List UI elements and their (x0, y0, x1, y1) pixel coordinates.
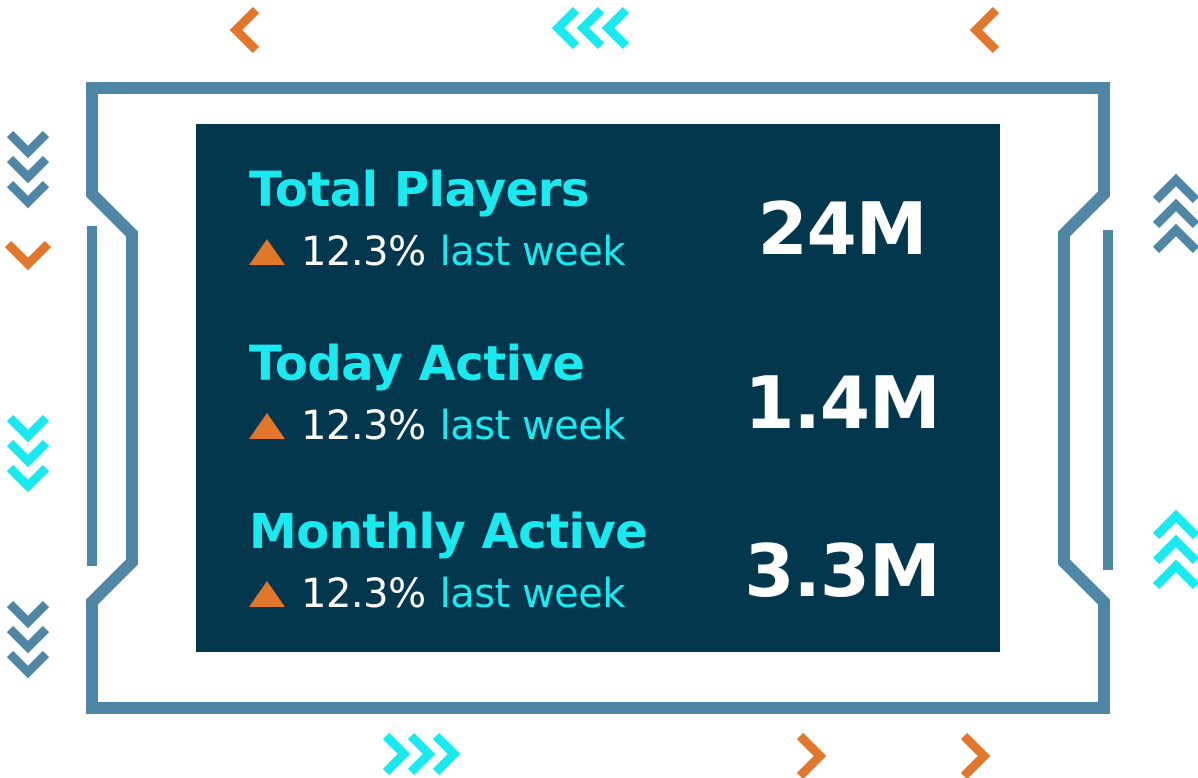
chevron-right-icon (960, 732, 991, 778)
stat-today-active: Today Active 12.3% last week 1.4M (196, 334, 1000, 484)
stat-value: 3.3M (744, 529, 940, 613)
chevron-down-icon (4, 240, 52, 271)
chevron-right-icon (796, 732, 827, 778)
stat-change-percent: 12.3% (301, 403, 426, 449)
triangle-up-icon (249, 239, 285, 265)
stat-change: 12.3% last week (249, 226, 626, 278)
triple-chevron-right-icon (382, 732, 461, 776)
stat-value: 1.4M (744, 361, 940, 445)
stat-monthly-active: Monthly Active 12.3% last week 3.3M (196, 502, 1000, 652)
triple-chevron-down-icon (6, 130, 50, 209)
frame-outline (86, 82, 1110, 714)
stat-label: Monthly Active (249, 504, 648, 560)
stat-total-players: Total Players 12.3% last week 24M (196, 160, 1000, 310)
triangle-up-icon (249, 581, 285, 607)
triple-chevron-up-icon (1152, 509, 1198, 590)
triple-chevron-down-icon (6, 600, 50, 679)
stat-change-percent: 12.3% (301, 571, 426, 617)
stat-value: 24M (757, 187, 928, 271)
stat-change-period: last week (439, 571, 626, 617)
triple-chevron-down-icon (6, 414, 50, 493)
triple-chevron-up-icon (1152, 173, 1198, 254)
stat-change-percent: 12.3% (301, 229, 426, 275)
triangle-up-icon (249, 413, 285, 439)
stat-change-period: last week (439, 229, 626, 275)
stats-panel: Total Players 12.3% last week 24M Today … (196, 124, 1000, 652)
stat-change: 12.3% last week (249, 568, 626, 620)
triple-chevron-left-icon (551, 6, 630, 50)
chevron-left-icon (969, 6, 1000, 54)
chevron-left-icon (229, 6, 260, 54)
stat-label: Total Players (249, 162, 589, 218)
stat-change: 12.3% last week (249, 400, 626, 452)
stat-change-period: last week (439, 403, 626, 449)
stat-label: Today Active (249, 336, 585, 392)
